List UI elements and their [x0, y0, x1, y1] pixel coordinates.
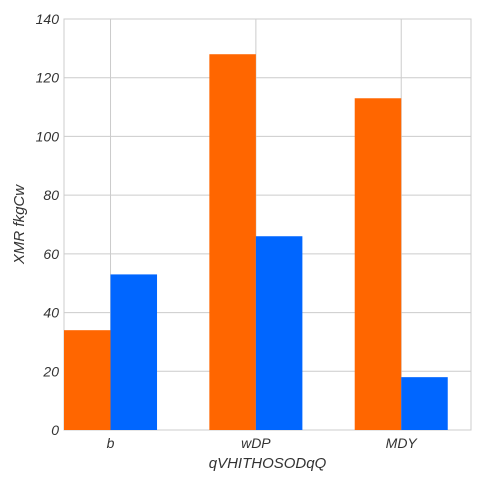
- y-tick-label: 120: [36, 70, 60, 86]
- x-tick-label: wDP: [241, 435, 271, 451]
- bar-series1-MDY: [354, 98, 402, 430]
- bars: [64, 54, 448, 430]
- bar-series1-wDP: [209, 54, 256, 430]
- x-tick-labels: b wDP MDY: [107, 435, 419, 451]
- y-tick-labels: 0 20 40 60 80 100 120 140: [36, 11, 60, 438]
- bar-series2-wDP: [255, 236, 303, 430]
- y-tick-label: 40: [43, 305, 59, 321]
- bar-series1-b: [64, 330, 111, 430]
- y-tick-label: 20: [42, 363, 59, 379]
- x-axis-label: qVHITHOSODqQ: [209, 455, 327, 472]
- x-tick-label: b: [107, 435, 115, 451]
- y-axis-label: XMR fkgCw: [11, 184, 28, 265]
- y-tick-label: 140: [36, 11, 60, 27]
- y-tick-label: 100: [36, 128, 60, 144]
- y-tick-label: 60: [43, 246, 59, 262]
- bar-series2-MDY: [401, 377, 448, 430]
- bar-series2-b: [110, 274, 158, 430]
- y-tick-label: 0: [51, 422, 59, 438]
- y-tick-label: 80: [43, 187, 59, 203]
- x-tick-label: MDY: [386, 435, 419, 451]
